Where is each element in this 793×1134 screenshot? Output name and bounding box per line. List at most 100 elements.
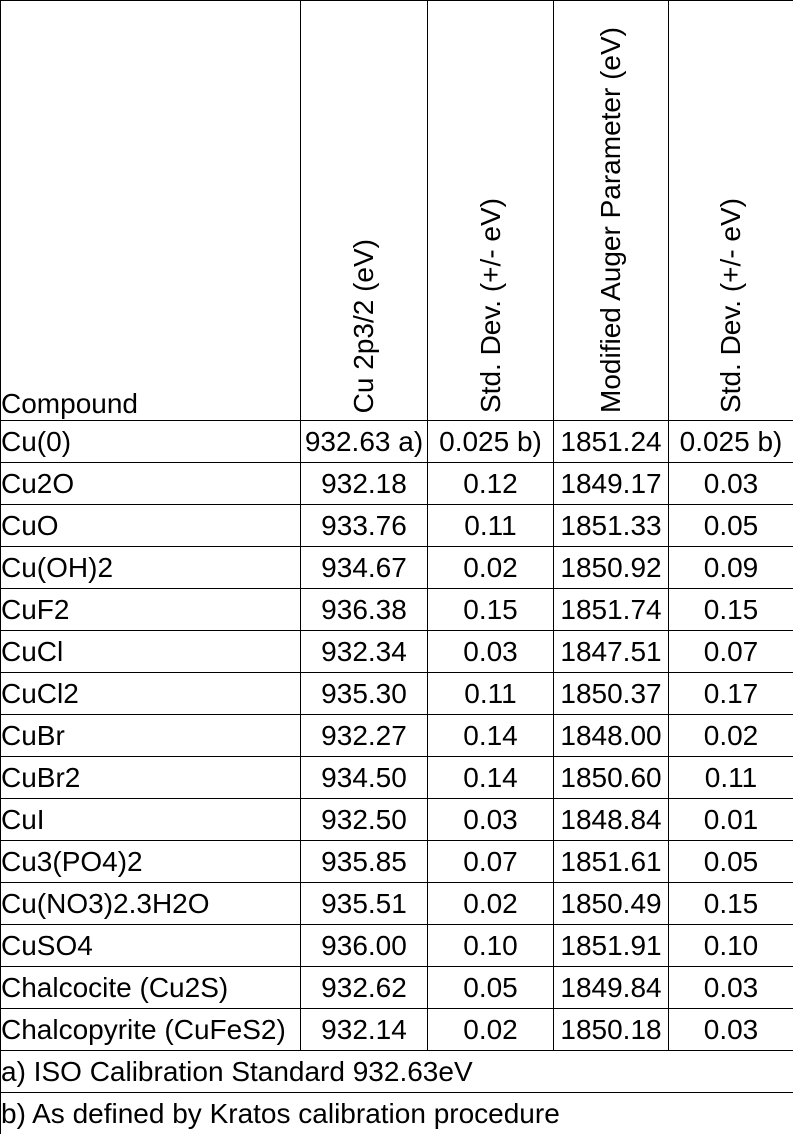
- table-cell: 1850.60: [553, 756, 669, 799]
- compound-cell: CuF2: [0, 588, 301, 631]
- table-cell: 1851.74: [553, 588, 669, 631]
- table-cell: 936.38: [300, 588, 428, 631]
- table-cell: 1848.84: [553, 798, 669, 841]
- column-header-auger-parameter: Modified Auger Parameter (eV): [553, 0, 669, 421]
- table-cell: 1851.61: [553, 840, 669, 883]
- table-cell: 0.02: [427, 882, 554, 925]
- table-cell: 0.10: [427, 924, 554, 967]
- table-cell: 1850.49: [553, 882, 669, 925]
- table-cell: 0.14: [427, 756, 554, 799]
- column-header-label: Compound: [1, 388, 138, 419]
- table-cell: 0.03: [427, 798, 554, 841]
- table-cell: 932.63 a): [300, 420, 428, 463]
- table-cell: 0.02: [427, 1008, 554, 1051]
- table-row: CuF2 936.38 0.15 1851.74 0.15: [0, 588, 793, 631]
- header-row: Compound Cu 2p3/2 (eV) Std. Dev. (+/- eV…: [0, 0, 793, 421]
- table-cell: 1849.17: [553, 462, 669, 505]
- table-cell: 0.03: [668, 1008, 793, 1051]
- table-row: Chalcopyrite (CuFeS2) 932.14 0.02 1850.1…: [0, 1008, 793, 1051]
- table-cell: 932.34: [300, 630, 428, 673]
- table-cell: 0.03: [668, 462, 793, 505]
- table-cell: 1847.51: [553, 630, 669, 673]
- footnote-b: b) As defined by Kratos calibration proc…: [0, 1092, 793, 1134]
- table-row: Cu(NO3)2.3H2O 935.51 0.02 1850.49 0.15: [0, 882, 793, 925]
- table-cell: 0.05: [668, 504, 793, 547]
- table-row: Cu(0) 932.63 a) 0.025 b) 1851.24 0.025 b…: [0, 420, 793, 463]
- table-cell: 0.05: [427, 966, 554, 1009]
- compound-cell: Cu2O: [0, 462, 301, 505]
- table-cell: 1851.33: [553, 504, 669, 547]
- table-cell: 0.07: [427, 840, 554, 883]
- table-cell: 1850.92: [553, 546, 669, 589]
- table-cell: 0.09: [668, 546, 793, 589]
- table-cell: 0.11: [427, 672, 554, 715]
- table-cell: 933.76: [300, 504, 428, 547]
- table-cell: 1850.18: [553, 1008, 669, 1051]
- table-cell: 0.01: [668, 798, 793, 841]
- table-cell: 0.11: [427, 504, 554, 547]
- table-cell: 0.15: [668, 882, 793, 925]
- column-header-label: Std. Dev. (+/- eV): [715, 198, 747, 413]
- table-cell: 934.50: [300, 756, 428, 799]
- table-cell: 1848.00: [553, 714, 669, 757]
- compound-cell: CuBr2: [0, 756, 301, 799]
- table-cell: 935.85: [300, 840, 428, 883]
- table-cell: 932.62: [300, 966, 428, 1009]
- table-cell: 0.14: [427, 714, 554, 757]
- table-row: Cu3(PO4)2 935.85 0.07 1851.61 0.05: [0, 840, 793, 883]
- table-cell: 0.02: [668, 714, 793, 757]
- table-cell: 1851.91: [553, 924, 669, 967]
- table-row: Cu(OH)2 934.67 0.02 1850.92 0.09: [0, 546, 793, 589]
- table-cell: 935.51: [300, 882, 428, 925]
- table-row: CuSO4 936.00 0.10 1851.91 0.10: [0, 924, 793, 967]
- table-cell: 1851.24: [553, 420, 669, 463]
- table-cell: 0.15: [427, 588, 554, 631]
- compound-cell: Cu3(PO4)2: [0, 840, 301, 883]
- column-header-cu2p32: Cu 2p3/2 (eV): [300, 0, 428, 421]
- compound-cell: Chalcocite (Cu2S): [0, 966, 301, 1009]
- footnote-a: a) ISO Calibration Standard 932.63eV: [0, 1050, 793, 1093]
- table-cell: 1850.37: [553, 672, 669, 715]
- compound-cell: CuBr: [0, 714, 301, 757]
- table-cell: 932.14: [300, 1008, 428, 1051]
- compound-cell: Cu(0): [0, 420, 301, 463]
- table-cell: 0.03: [427, 630, 554, 673]
- column-header-label: Modified Auger Parameter (eV): [595, 27, 627, 413]
- column-header-label: Std. Dev. (+/- eV): [474, 198, 506, 413]
- table-row: CuCl2 935.30 0.11 1850.37 0.17: [0, 672, 793, 715]
- column-header-stddev-2: Std. Dev. (+/- eV): [668, 0, 793, 421]
- table-cell: 0.12: [427, 462, 554, 505]
- table-row: CuO 933.76 0.11 1851.33 0.05: [0, 504, 793, 547]
- table-cell: 0.15: [668, 588, 793, 631]
- compound-cell: CuI: [0, 798, 301, 841]
- table-cell: 0.025 b): [427, 420, 554, 463]
- table-row: CuBr2 934.50 0.14 1850.60 0.11: [0, 756, 793, 799]
- compound-cell: CuCl: [0, 630, 301, 673]
- table-row: CuI 932.50 0.03 1848.84 0.01: [0, 798, 793, 841]
- column-header-compound: Compound: [0, 0, 301, 421]
- table-cell: 0.03: [668, 966, 793, 1009]
- footnote-row-b: b) As defined by Kratos calibration proc…: [0, 1092, 793, 1134]
- table-cell: 932.27: [300, 714, 428, 757]
- table-cell: 934.67: [300, 546, 428, 589]
- compound-cell: CuCl2: [0, 672, 301, 715]
- table-cell: 0.07: [668, 630, 793, 673]
- table-cell: 0.02: [427, 546, 554, 589]
- table-cell: 0.05: [668, 840, 793, 883]
- compound-cell: Cu(NO3)2.3H2O: [0, 882, 301, 925]
- column-header-stddev-1: Std. Dev. (+/- eV): [427, 0, 554, 421]
- table-cell: 0.10: [668, 924, 793, 967]
- table-cell: 0.17: [668, 672, 793, 715]
- table-cell: 0.025 b): [668, 420, 793, 463]
- compound-cell: Cu(OH)2: [0, 546, 301, 589]
- compound-cell: CuSO4: [0, 924, 301, 967]
- table-cell: 1849.84: [553, 966, 669, 1009]
- table-row: CuCl 932.34 0.03 1847.51 0.07: [0, 630, 793, 673]
- table-row: CuBr 932.27 0.14 1848.00 0.02: [0, 714, 793, 757]
- compound-cell: CuO: [0, 504, 301, 547]
- footnote-row-a: a) ISO Calibration Standard 932.63eV: [0, 1050, 793, 1093]
- table-cell: 936.00: [300, 924, 428, 967]
- compound-cell: Chalcopyrite (CuFeS2): [0, 1008, 301, 1051]
